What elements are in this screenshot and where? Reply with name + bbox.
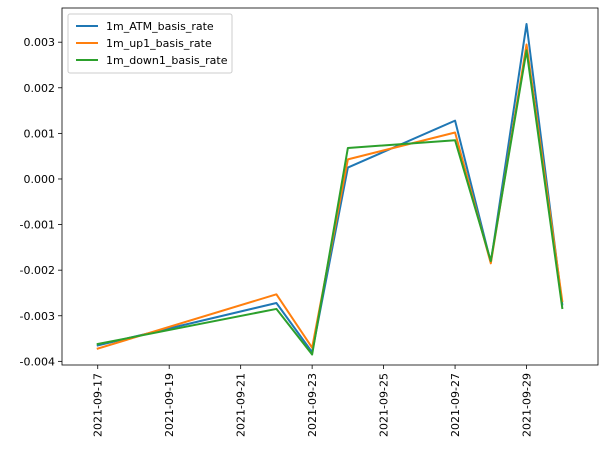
- y-axis: -0.004 -0.003 -0.002 -0.001 0.000 0.001 0.002 0…: [20, 36, 62, 368]
- y-tick-label: -0.003: [20, 310, 55, 323]
- series-lines: [98, 24, 563, 355]
- x-tick-label: 2021-09-25: [378, 373, 391, 437]
- y-tick-label: 0.002: [24, 82, 56, 95]
- legend-label-1m_ATM_basis_rate: 1m_ATM_basis_rate: [106, 20, 214, 33]
- series-line-1m_down1_basis_rate: [98, 50, 563, 354]
- y-tick-label: 0.003: [24, 36, 56, 49]
- y-tick-label: -0.002: [20, 264, 55, 277]
- x-tick-label: 2021-09-23: [306, 373, 319, 437]
- x-tick-label: 2021-09-19: [163, 373, 176, 437]
- legend-label-1m_down1_basis_rate: 1m_down1_basis_rate: [106, 54, 228, 67]
- x-tick-label: 2021-09-27: [449, 373, 462, 437]
- y-tick-label: 0.001: [24, 127, 56, 140]
- y-tick-label: -0.004: [20, 355, 55, 368]
- x-tick-label: 2021-09-29: [521, 373, 534, 437]
- y-tick-label: 0.000: [24, 173, 56, 186]
- legend-label-1m_up1_basis_rate: 1m_up1_basis_rate: [106, 37, 212, 50]
- x-tick-label: 2021-09-17: [92, 373, 105, 437]
- legend: 1m_ATM_basis_rate 1m_up1_basis_rate 1m_dow…: [68, 14, 232, 73]
- x-tick-label: 2021-09-21: [235, 373, 248, 437]
- x-axis: 2021-09-17 2021-09-19 2021-09-21 2021-09-23…: [92, 365, 534, 437]
- y-tick-label: -0.001: [20, 219, 55, 232]
- series-line-1m_up1_basis_rate: [98, 44, 563, 348]
